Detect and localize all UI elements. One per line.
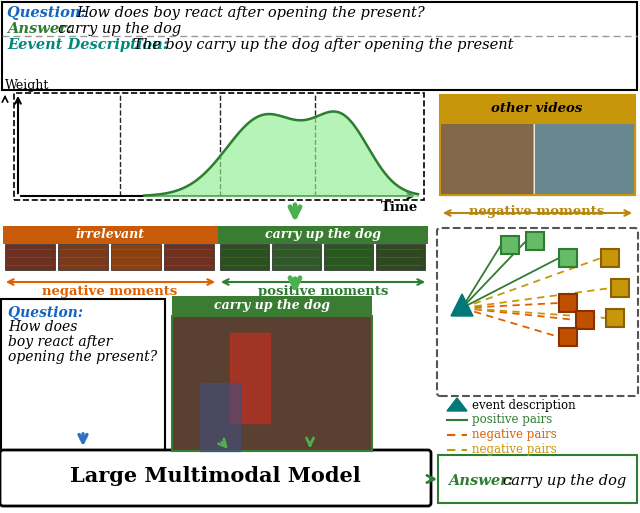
FancyBboxPatch shape — [111, 244, 161, 270]
Text: negative pairs: negative pairs — [472, 428, 557, 441]
FancyBboxPatch shape — [535, 123, 635, 195]
FancyBboxPatch shape — [3, 226, 218, 244]
FancyBboxPatch shape — [164, 244, 214, 270]
Text: carry up the dog: carry up the dog — [214, 300, 330, 312]
Text: event description: event description — [472, 399, 575, 412]
FancyBboxPatch shape — [501, 236, 519, 254]
Text: carry up the dog: carry up the dog — [265, 228, 381, 241]
FancyBboxPatch shape — [611, 279, 629, 297]
FancyBboxPatch shape — [559, 328, 577, 346]
Polygon shape — [447, 398, 467, 411]
Text: carry up the dog: carry up the dog — [503, 474, 627, 488]
FancyBboxPatch shape — [172, 296, 372, 316]
Text: negative moments: negative moments — [469, 205, 605, 218]
FancyBboxPatch shape — [0, 450, 431, 506]
Text: positive moments: positive moments — [258, 285, 388, 298]
FancyBboxPatch shape — [58, 244, 108, 270]
Text: Question:: Question: — [7, 6, 91, 20]
FancyBboxPatch shape — [437, 228, 638, 396]
FancyBboxPatch shape — [376, 244, 425, 270]
Text: carry up the dog: carry up the dog — [58, 22, 181, 36]
FancyBboxPatch shape — [218, 226, 428, 244]
FancyBboxPatch shape — [438, 455, 637, 503]
FancyBboxPatch shape — [1, 299, 165, 453]
Text: other videos: other videos — [492, 103, 582, 115]
FancyBboxPatch shape — [324, 244, 373, 270]
Text: Time: Time — [381, 201, 418, 214]
FancyBboxPatch shape — [440, 95, 635, 123]
Text: How does boy react after opening the present?: How does boy react after opening the pre… — [76, 6, 425, 20]
FancyBboxPatch shape — [601, 249, 619, 267]
FancyBboxPatch shape — [559, 249, 577, 267]
FancyBboxPatch shape — [220, 244, 269, 270]
Text: opening the present?: opening the present? — [8, 350, 157, 364]
FancyBboxPatch shape — [526, 232, 544, 250]
FancyBboxPatch shape — [440, 123, 533, 195]
Text: negative moments: negative moments — [42, 285, 178, 298]
Text: How does: How does — [8, 320, 77, 334]
Text: The boy carry up the dog after opening the present: The boy carry up the dog after opening t… — [133, 38, 513, 52]
FancyBboxPatch shape — [606, 309, 624, 327]
Text: positive pairs: positive pairs — [472, 413, 552, 426]
Polygon shape — [451, 294, 473, 316]
Text: Answer:: Answer: — [448, 474, 518, 488]
FancyBboxPatch shape — [559, 294, 577, 312]
Text: Eevent Description:: Eevent Description: — [7, 38, 173, 52]
FancyBboxPatch shape — [576, 311, 594, 329]
Text: Question:: Question: — [8, 306, 88, 320]
Text: Large Multimodal Model: Large Multimodal Model — [70, 466, 360, 486]
Text: irrelevant: irrelevant — [76, 228, 145, 241]
FancyBboxPatch shape — [2, 2, 637, 90]
Text: boy react after: boy react after — [8, 335, 112, 349]
FancyBboxPatch shape — [5, 244, 55, 270]
Text: Answer:: Answer: — [7, 22, 77, 36]
Text: negative pairs: negative pairs — [472, 443, 557, 456]
FancyBboxPatch shape — [272, 244, 321, 270]
FancyBboxPatch shape — [14, 93, 424, 200]
FancyBboxPatch shape — [172, 316, 372, 451]
Text: Weight: Weight — [5, 79, 49, 92]
